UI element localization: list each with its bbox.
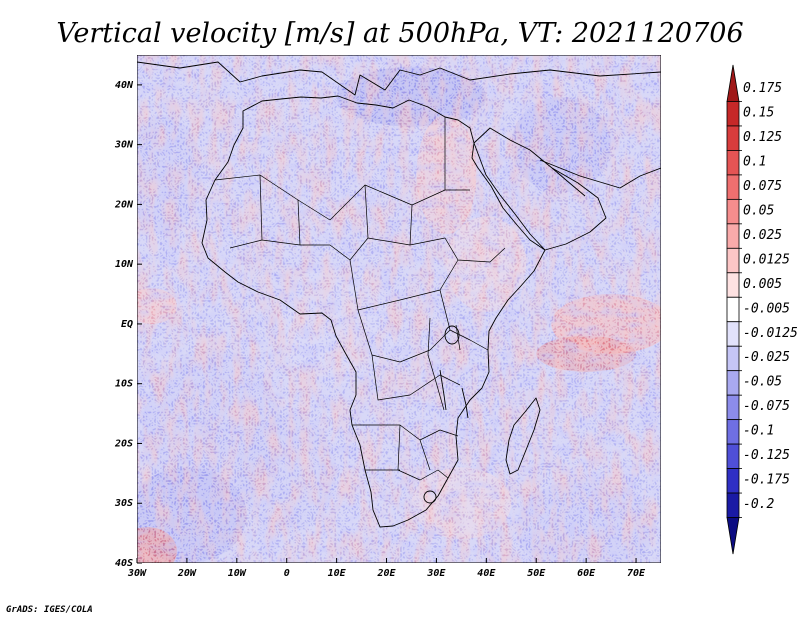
y-tick-label: 40N bbox=[115, 80, 134, 91]
x-tick-label: 40E bbox=[477, 568, 496, 579]
colorbar-segment bbox=[726, 345, 740, 372]
x-tick-label: 20E bbox=[376, 568, 396, 579]
colorbar-segment bbox=[726, 198, 740, 225]
asia-coastline bbox=[539, 159, 661, 189]
arabia-coastline bbox=[473, 127, 607, 251]
y-tick-label: 30N bbox=[114, 140, 134, 151]
colorbar-segment bbox=[726, 443, 740, 469]
madagascar-coastline bbox=[505, 397, 541, 475]
colorbar-label: -0.025 bbox=[743, 350, 790, 365]
y-tick-label: 10S bbox=[115, 379, 133, 390]
colorbar-segment bbox=[726, 468, 740, 494]
colorbar-label: 0.1 bbox=[743, 154, 766, 169]
colorbar-label: 0.05 bbox=[743, 203, 774, 218]
colorbar-segment bbox=[726, 296, 740, 323]
colorbar-label: 0.125 bbox=[743, 130, 782, 145]
colorbar-label: 0.005 bbox=[743, 277, 782, 292]
grads-credit: GrADS: IGES/COLA bbox=[6, 605, 93, 615]
colorbar-segment bbox=[726, 247, 740, 274]
colorbar-top-arrow bbox=[726, 64, 740, 102]
colorbar-segment bbox=[726, 492, 740, 518]
colorbar-label: -0.075 bbox=[743, 399, 790, 414]
y-tick-label: 20S bbox=[114, 438, 133, 449]
x-tick-label: 0 bbox=[284, 568, 290, 579]
colorbar-segment bbox=[726, 150, 740, 176]
colorbar-bottom-arrow bbox=[726, 517, 740, 555]
lake-malawi bbox=[461, 387, 469, 419]
coastlines bbox=[137, 61, 661, 528]
colorbar-segment bbox=[726, 174, 740, 200]
x-tick-label: 50E bbox=[527, 568, 546, 579]
y-tick-label: EQ bbox=[121, 319, 133, 330]
speckle-noise bbox=[137, 55, 661, 563]
colorbar-label: -0.005 bbox=[743, 301, 790, 316]
x-tick-label: 60E bbox=[577, 568, 596, 579]
colorbar: 0.175 0.15 0.125 0.1 0.075 0.05 0.025 0.0125 0.0… bbox=[726, 64, 798, 555]
colorbar-segment bbox=[726, 272, 740, 298]
colorbar-label: 0.025 bbox=[743, 228, 782, 243]
gulf-coastline bbox=[551, 167, 586, 197]
colorbar-segment bbox=[726, 223, 740, 249]
colorbar-segment bbox=[726, 101, 740, 127]
colorbar-label: -0.125 bbox=[743, 448, 790, 463]
colorbar-label: 0.0125 bbox=[743, 252, 790, 267]
colorbar-label: -0.2 bbox=[743, 497, 774, 512]
x-axis: 30W 20W 10W 0 10E 20E 30E 40E 50E 60E 70E bbox=[127, 558, 646, 579]
x-tick-label: 10W bbox=[228, 568, 247, 579]
europe-coastline bbox=[137, 61, 661, 96]
colorbar-segment bbox=[726, 370, 740, 396]
lake-tanganyika bbox=[439, 369, 447, 411]
africa-coastline bbox=[201, 95, 546, 528]
x-tick-label: 30W bbox=[127, 568, 147, 579]
colorbar-segment bbox=[726, 321, 740, 347]
y-axis: 40N 30N 20N 10N EQ 10S 20S 30S 40S bbox=[114, 80, 142, 569]
country-borders bbox=[214, 117, 506, 481]
colorbar-segment bbox=[726, 125, 740, 151]
y-tick-label: 40S bbox=[115, 558, 133, 569]
colorbar-label: 0.15 bbox=[743, 105, 774, 120]
velocity-field bbox=[137, 55, 661, 563]
colorbar-label: 0.075 bbox=[743, 179, 782, 194]
lake-victoria bbox=[444, 325, 460, 345]
colorbar-label: -0.05 bbox=[743, 375, 782, 390]
colorbar-label: -0.1 bbox=[743, 424, 774, 439]
y-tick-label: 30S bbox=[114, 498, 133, 509]
x-tick-label: 20W bbox=[177, 568, 197, 579]
colorbar-segment bbox=[726, 394, 740, 421]
x-tick-label: 70E bbox=[627, 568, 646, 579]
colorbar-label: -0.175 bbox=[743, 473, 790, 488]
x-tick-label: 10E bbox=[328, 568, 347, 579]
y-tick-label: 10N bbox=[115, 259, 134, 270]
x-tick-label: 30E bbox=[426, 568, 446, 579]
colorbar-segment bbox=[726, 419, 740, 445]
map-title: Vertical velocity [m/s] at 500hPa, VT: 2… bbox=[56, 18, 743, 49]
lesotho-border bbox=[423, 490, 437, 504]
colorbar-label: -0.0125 bbox=[743, 326, 798, 341]
colorbar-label: 0.175 bbox=[743, 81, 782, 96]
y-tick-label: 20N bbox=[114, 199, 134, 210]
